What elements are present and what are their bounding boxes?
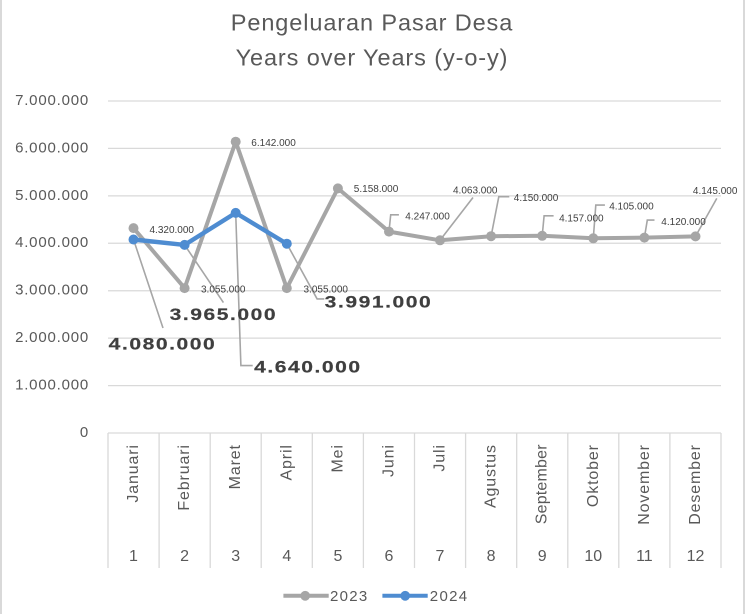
svg-text:Maret: Maret [227, 444, 244, 489]
svg-text:4.320.000: 4.320.000 [150, 225, 195, 236]
svg-text:8: 8 [487, 548, 496, 565]
svg-text:3.055.000: 3.055.000 [304, 285, 349, 296]
svg-text:Juni: Juni [381, 444, 398, 477]
svg-text:Februari: Februari [176, 444, 193, 510]
svg-text:2024: 2024 [430, 588, 469, 605]
svg-text:6: 6 [385, 548, 394, 565]
svg-text:4: 4 [282, 548, 291, 565]
svg-text:3.000.000: 3.000.000 [15, 282, 89, 299]
svg-text:10: 10 [584, 548, 602, 565]
svg-text:4.120.000: 4.120.000 [661, 217, 706, 228]
svg-text:0: 0 [80, 424, 89, 441]
svg-text:Desember: Desember [687, 444, 704, 525]
svg-text:5.000.000: 5.000.000 [15, 187, 89, 204]
svg-text:1.000.000: 1.000.000 [15, 377, 89, 394]
svg-text:4.150.000: 4.150.000 [514, 193, 559, 204]
svg-text:5.158.000: 5.158.000 [354, 184, 399, 195]
svg-text:4.157.000: 4.157.000 [559, 213, 604, 224]
svg-text:4.080.000: 4.080.000 [109, 335, 217, 353]
svg-text:3: 3 [231, 548, 240, 565]
svg-text:6.000.000: 6.000.000 [15, 139, 89, 156]
svg-text:September: September [534, 444, 551, 525]
svg-text:4.247.000: 4.247.000 [405, 212, 450, 223]
svg-text:1: 1 [129, 548, 138, 565]
svg-text:5: 5 [333, 548, 342, 565]
svg-text:2: 2 [180, 548, 189, 565]
svg-text:4.063.000: 4.063.000 [453, 185, 498, 196]
svg-text:3.991.000: 3.991.000 [325, 293, 433, 311]
svg-text:7: 7 [436, 548, 445, 565]
svg-text:Juli: Juli [432, 444, 449, 471]
svg-text:7.000.000: 7.000.000 [15, 92, 89, 109]
svg-text:November: November [636, 444, 653, 525]
svg-text:Agustus: Agustus [483, 444, 500, 508]
svg-text:2023: 2023 [330, 588, 369, 605]
svg-text:4.000.000: 4.000.000 [15, 234, 89, 251]
svg-text:6.142.000: 6.142.000 [251, 138, 296, 149]
svg-text:3.965.000: 3.965.000 [170, 306, 278, 324]
svg-text:9: 9 [538, 548, 547, 565]
svg-text:4.105.000: 4.105.000 [609, 201, 654, 212]
svg-text:2.000.000: 2.000.000 [15, 329, 89, 346]
svg-text:4.640.000: 4.640.000 [254, 358, 362, 376]
svg-text:Januari: Januari [125, 444, 142, 502]
svg-text:3.055.000: 3.055.000 [201, 284, 246, 295]
svg-text:11: 11 [636, 548, 653, 565]
svg-text:12: 12 [687, 548, 705, 565]
svg-text:Years over Years (y-o-y): Years over Years (y-o-y) [236, 44, 509, 70]
svg-text:Pengeluaran Pasar Desa: Pengeluaran Pasar Desa [231, 9, 513, 35]
svg-text:Mei: Mei [329, 444, 346, 472]
svg-text:April: April [278, 444, 295, 480]
svg-text:Oktober: Oktober [585, 444, 602, 507]
svg-text:4.145.000: 4.145.000 [693, 186, 738, 197]
